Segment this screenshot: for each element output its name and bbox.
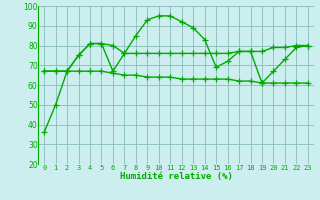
X-axis label: Humidité relative (%): Humidité relative (%)	[120, 172, 232, 181]
